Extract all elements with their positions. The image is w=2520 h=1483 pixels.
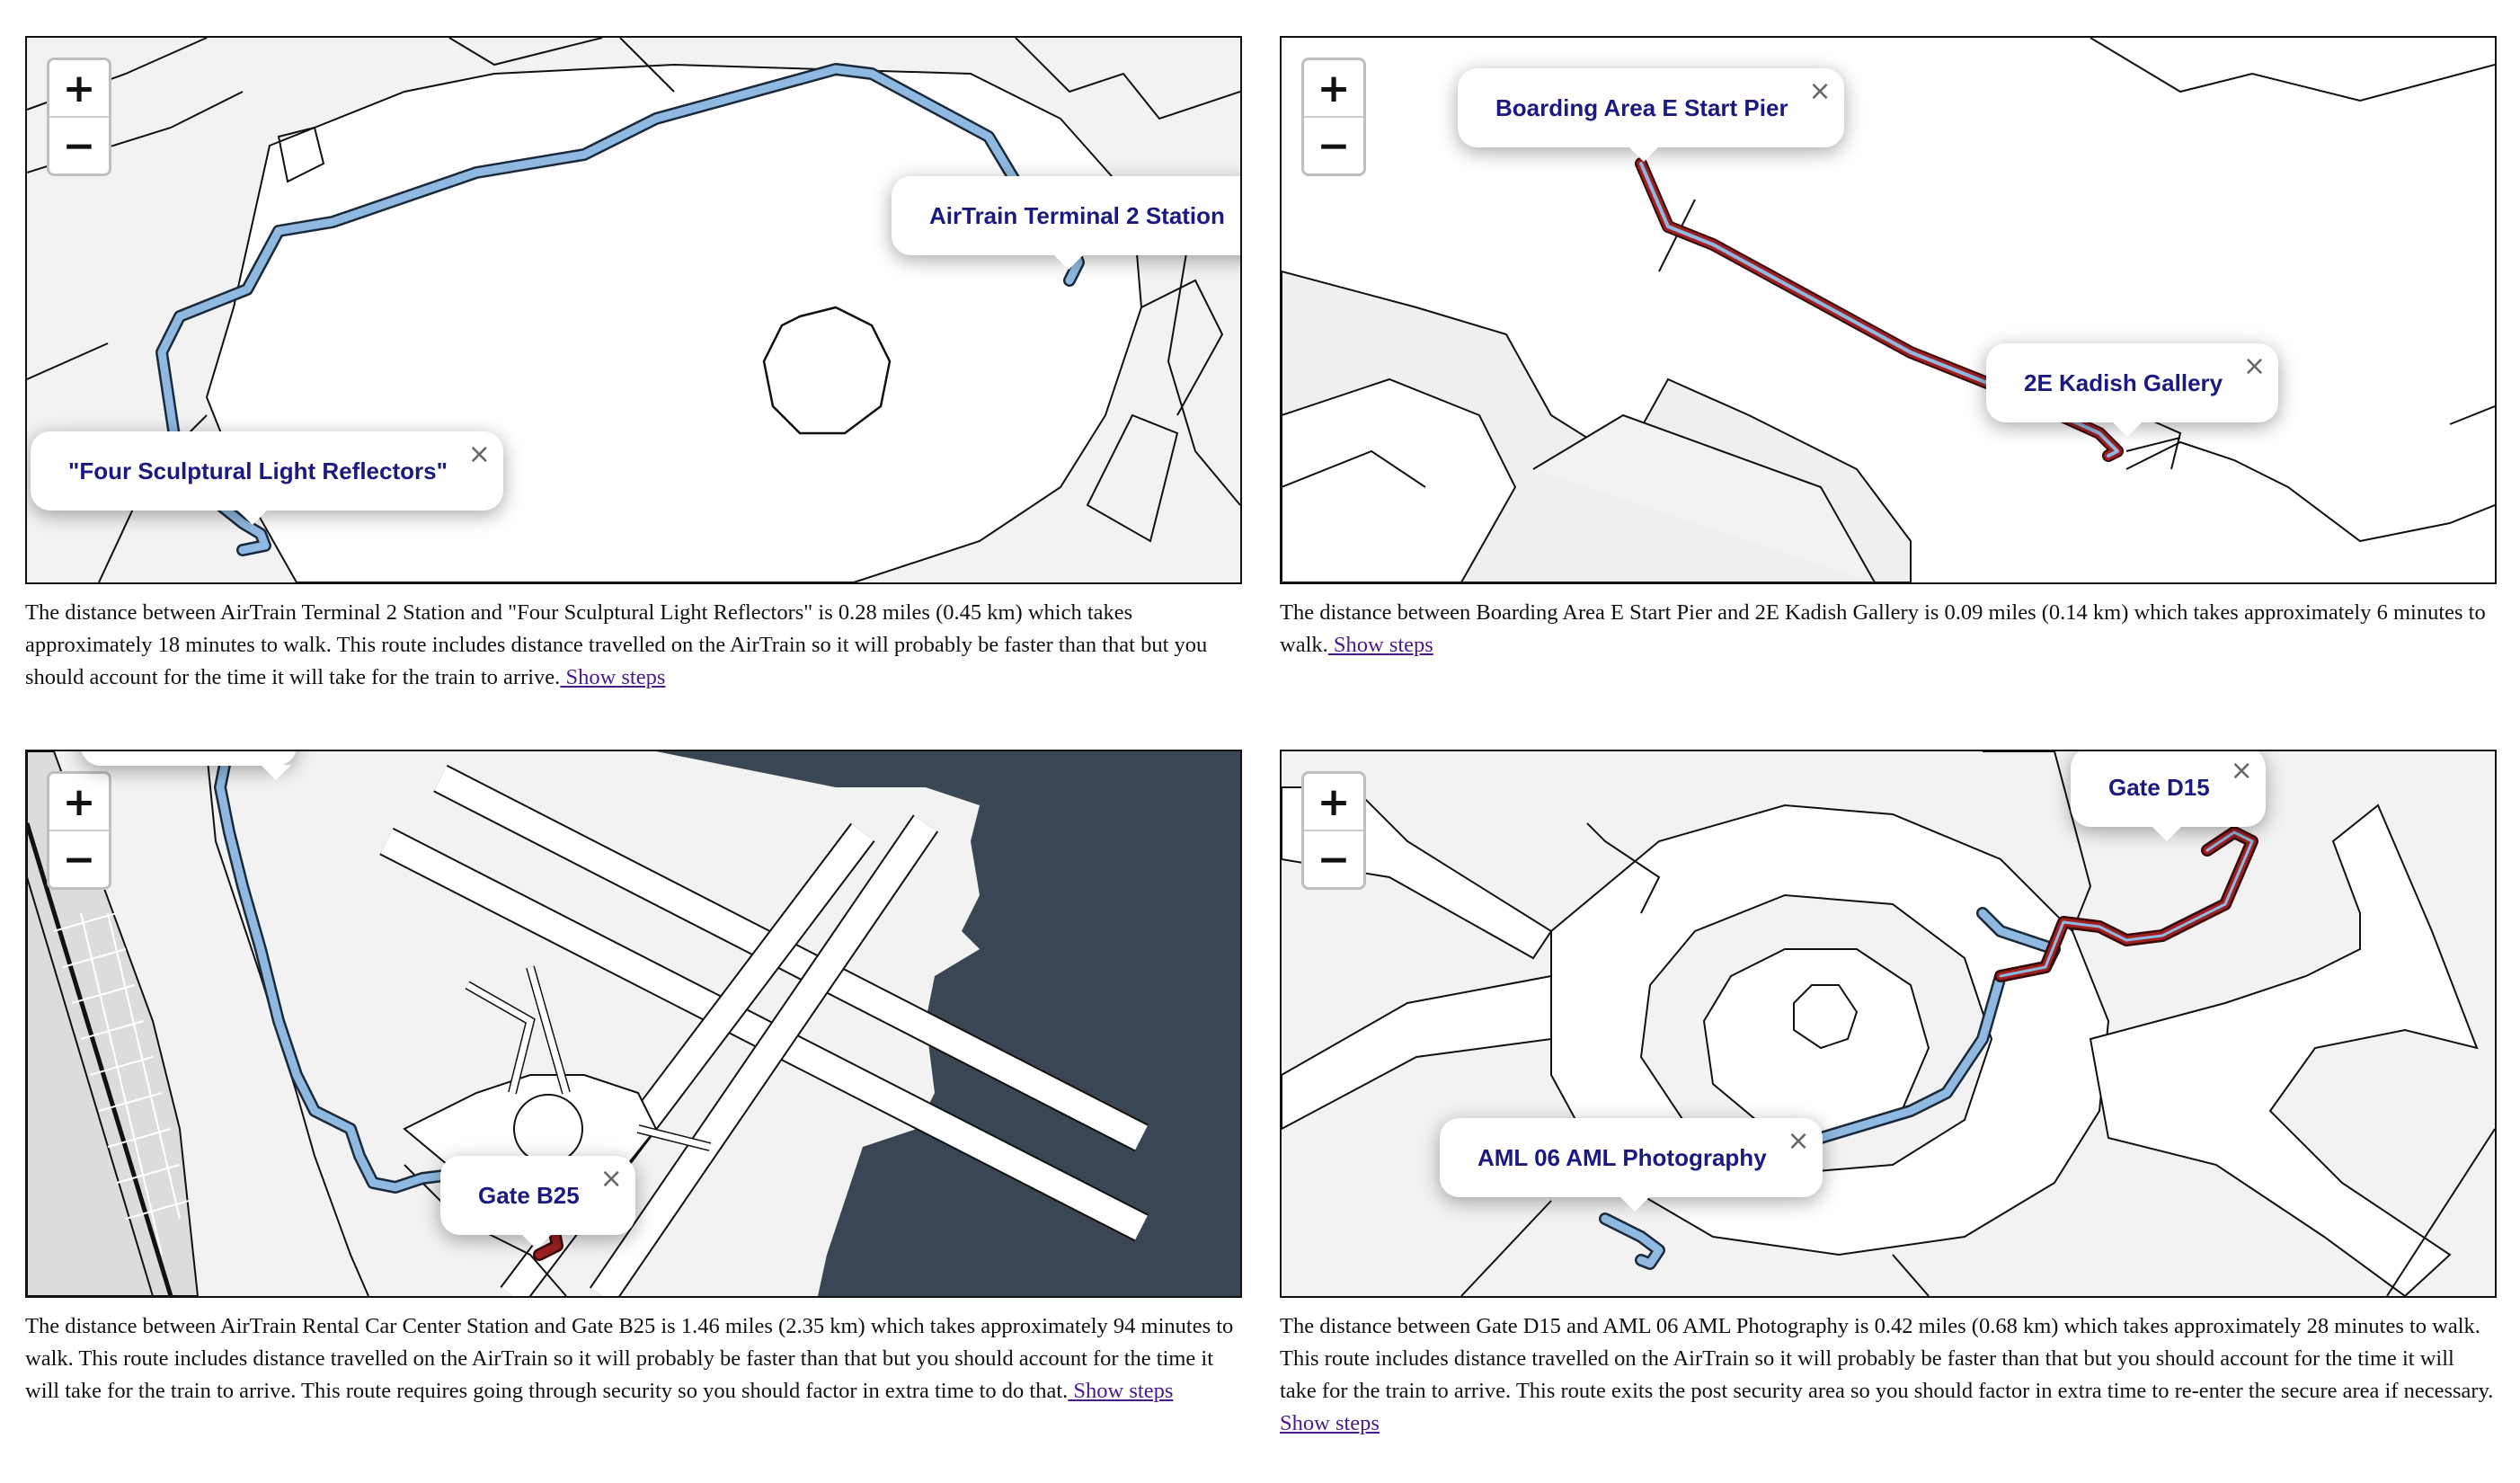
zoom-out-button[interactable]: − [1304,830,1363,887]
zoom-out-button[interactable]: − [49,830,109,887]
zoom-in-button[interactable]: + [62,778,96,825]
close-icon[interactable]: × [1787,1125,1810,1157]
route-description-text: The distance between Boarding Area E Sta… [1280,600,2486,657]
popup-label: AML 06 AML Photography [1477,1143,1767,1171]
map-1[interactable]: + − AirTrain Terminal 2 Station "Four Sc… [25,36,1242,584]
popup-tip [521,1234,552,1249]
popup-label: Gate B25 [478,1181,580,1209]
zoom-out-button[interactable]: − [1304,116,1363,173]
popup-tip [2112,422,2143,437]
map-popup-end[interactable]: 2E Kadish Gallery × [1986,343,2279,437]
route-panel-1: + − AirTrain Terminal 2 Station "Four Sc… [25,36,1242,694]
map-popup-end[interactable]: AML 06 AML Photography × [1440,1118,1823,1212]
popup-label: Boarding Area E Start Pier [1495,93,1788,121]
route-panel-2: + − Boarding Area E Start Pier × 2E Kadi… [1280,36,2497,662]
route-description-text: The distance between AirTrain Terminal 2… [25,600,1208,689]
route-panel-4: + − Gate D15 × AML 06 AML Photography × … [1280,750,2497,1440]
close-icon[interactable]: × [467,439,491,470]
zoom-out-button[interactable]: − [49,116,109,173]
zoom-control: + − [1301,771,1366,890]
route-description: The distance between AirTrain Rental Car… [25,1310,1240,1408]
route-description-text: The distance between AirTrain Rental Car… [25,1314,1234,1403]
popup-tip [237,510,268,525]
map-4-basemap [1282,751,2495,1296]
map-3-basemap [27,751,1240,1296]
show-steps-link[interactable]: Show steps [1327,633,1433,657]
map-popup-end[interactable]: Gate B25 × [440,1156,635,1249]
popup-label: "Four Sculptural Light Reflectors" [68,457,448,484]
zoom-in-button[interactable]: + [62,65,96,111]
map-popup-start[interactable]: Boarding Area E Start Pier × [1458,68,1844,162]
map-2[interactable]: + − Boarding Area E Start Pier × 2E Kadi… [1280,36,2497,584]
close-icon[interactable]: × [1808,75,1832,107]
show-steps-link[interactable]: Show steps [1280,1411,1380,1435]
zoom-control: + − [1301,58,1366,176]
map-2-basemap [1282,38,2495,582]
zoom-control: + − [47,58,111,176]
map-4[interactable]: + − Gate D15 × AML 06 AML Photography × [1280,750,2497,1298]
map-3[interactable]: + − Gate B25 × [25,750,1242,1298]
show-steps-link[interactable]: Show steps [560,665,666,689]
map-popup-start[interactable]: Gate D15 × [2071,751,2266,841]
map-popup-end[interactable]: "Four Sculptural Light Reflectors" × [31,431,503,525]
close-icon[interactable]: × [2230,755,2253,786]
popup-tip [1619,1196,1650,1212]
popup-tip [261,765,291,780]
popup-tip [1628,147,1659,162]
route-description-text: The distance between Gate D15 and AML 06… [1280,1314,2494,1403]
popup-tip [2152,826,2182,841]
zoom-in-button[interactable]: + [1317,778,1351,825]
popup-tip [1053,254,1084,270]
zoom-control: + − [47,771,111,890]
show-steps-link[interactable]: Show steps [1068,1379,1174,1403]
route-description: The distance between Boarding Area E Sta… [1280,597,2495,662]
close-icon[interactable]: × [599,1163,623,1194]
route-description: The distance between Gate D15 and AML 06… [1280,1310,2495,1440]
map-popup-start[interactable]: AirTrain Terminal 2 Station [892,176,1240,270]
route-description: The distance between AirTrain Terminal 2… [25,597,1240,694]
zoom-in-button[interactable]: + [1317,65,1351,111]
map-popup-start[interactable] [81,751,297,780]
close-icon[interactable]: × [2242,351,2267,382]
route-panel-3: + − Gate B25 × The distance between AirT… [25,750,1242,1408]
popup-label: AirTrain Terminal 2 Station [929,201,1225,229]
popup-label: Gate D15 [2108,773,2210,801]
popup-label: 2E Kadish Gallery [2024,369,2223,396]
